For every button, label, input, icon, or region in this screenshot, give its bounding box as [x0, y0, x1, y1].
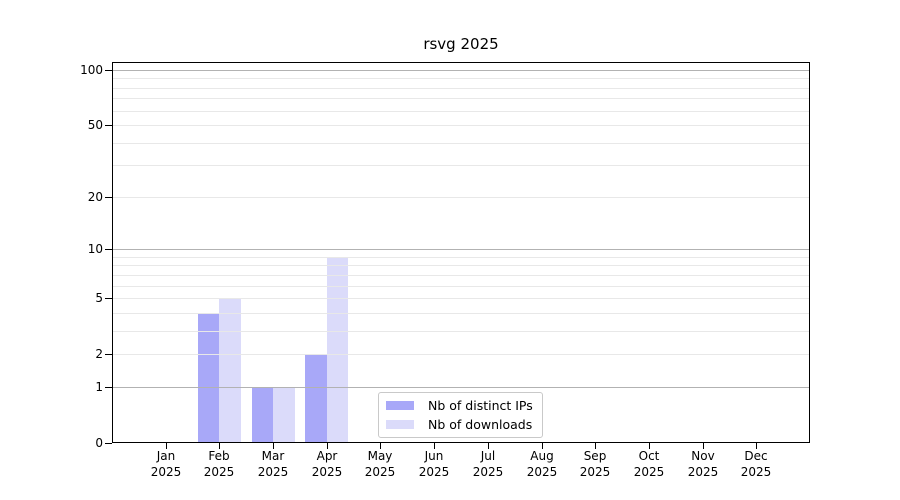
gridline-minor [113, 354, 809, 355]
x-tick-label: Feb 2025 [203, 449, 235, 479]
legend-item-distinct-ips: Nb of distinct IPs [386, 398, 533, 413]
legend-item-downloads: Nb of downloads [386, 417, 533, 432]
y-tick-mark [105, 125, 112, 126]
x-tick-mark [542, 443, 543, 449]
y-tick-mark [105, 197, 112, 198]
gridline-minor [113, 265, 809, 266]
gridline-minor [113, 165, 809, 166]
legend: Nb of distinct IPs Nb of downloads [378, 392, 543, 438]
x-tick-mark [219, 443, 220, 449]
y-tick-mark [105, 298, 112, 299]
x-tick-mark [380, 443, 381, 449]
bar-downloads-mar [273, 386, 295, 442]
y-tick-label: 5 [95, 291, 103, 305]
y-tick-mark [105, 70, 112, 71]
x-tick-mark [166, 443, 167, 449]
gridline-minor [113, 298, 809, 299]
gridline-minor [113, 275, 809, 276]
gridline-minor [113, 98, 809, 99]
gridline-minor [113, 257, 809, 258]
x-tick-mark [703, 443, 704, 449]
y-tick-label: 1 [95, 380, 103, 394]
bar-distinct-ips-feb [197, 312, 220, 442]
x-tick-mark [756, 443, 757, 449]
y-tick-label: 50 [87, 118, 103, 132]
gridline-major [113, 70, 809, 71]
x-tick-label: Dec 2025 [740, 449, 772, 479]
y-tick-label: 100 [80, 63, 103, 77]
gridline-minor [113, 143, 809, 144]
x-tick-mark [273, 443, 274, 449]
bar-downloads-apr [326, 256, 349, 442]
gridline-minor [113, 125, 809, 126]
y-tick-mark [105, 249, 112, 250]
gridline-minor [113, 331, 809, 332]
y-tick-label: 0 [95, 436, 103, 450]
x-tick-mark [488, 443, 489, 449]
gridline-minor [113, 78, 809, 79]
y-tick-label: 2 [95, 347, 103, 361]
y-tick-label: 10 [87, 242, 103, 256]
legend-swatch-downloads [386, 420, 414, 429]
x-tick-label: May 2025 [364, 449, 396, 479]
y-tick-mark [105, 354, 112, 355]
x-tick-mark [327, 443, 328, 449]
gridline-minor [113, 313, 809, 314]
x-tick-label: Sep 2025 [579, 449, 611, 479]
chart-title: rsvg 2025 [423, 35, 499, 53]
x-tick-label: Nov 2025 [687, 449, 719, 479]
gridline-minor [113, 111, 809, 112]
x-tick-label: Aug 2025 [526, 449, 558, 479]
bar-distinct-ips-apr [305, 354, 327, 442]
legend-label-downloads: Nb of downloads [428, 417, 533, 432]
gridline-minor [113, 286, 809, 287]
x-tick-mark [595, 443, 596, 449]
x-tick-label: Oct 2025 [633, 449, 665, 479]
y-tick-mark [105, 443, 112, 444]
y-tick-label: 20 [87, 190, 103, 204]
gridline-minor [113, 197, 809, 198]
gridline-major [113, 249, 809, 250]
gridline-minor [113, 88, 809, 89]
bar-downloads-feb [219, 298, 241, 442]
x-tick-label: Mar 2025 [257, 449, 289, 479]
legend-label-distinct-ips: Nb of distinct IPs [428, 398, 533, 413]
x-tick-label: Apr 2025 [311, 449, 343, 479]
legend-swatch-distinct-ips [386, 401, 414, 410]
x-tick-label: Jan 2025 [150, 449, 182, 479]
y-tick-mark [105, 387, 112, 388]
bar-distinct-ips-mar [251, 386, 274, 442]
x-tick-mark [649, 443, 650, 449]
x-tick-label: Jul 2025 [472, 449, 504, 479]
x-tick-label: Jun 2025 [418, 449, 450, 479]
gridline-major [113, 387, 809, 388]
x-tick-mark [434, 443, 435, 449]
